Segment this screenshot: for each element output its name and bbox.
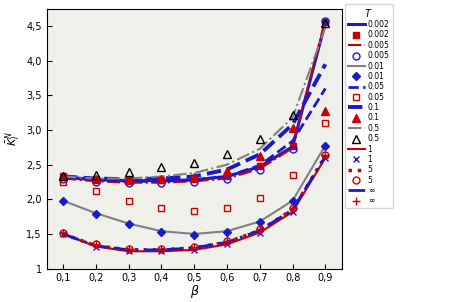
- Legend: 0.002, 0.002, 0.005, 0.005, 0.01, 0.01, 0.05, 0.05, 0.1, 0.1, 0.5, 0.5, 1, 1, 5,: 0.002, 0.002, 0.005, 0.005, 0.01, 0.01, …: [345, 4, 393, 208]
- Y-axis label: $\bar{K}_I^N$: $\bar{K}_I^N$: [4, 131, 23, 146]
- X-axis label: β: β: [190, 285, 198, 298]
